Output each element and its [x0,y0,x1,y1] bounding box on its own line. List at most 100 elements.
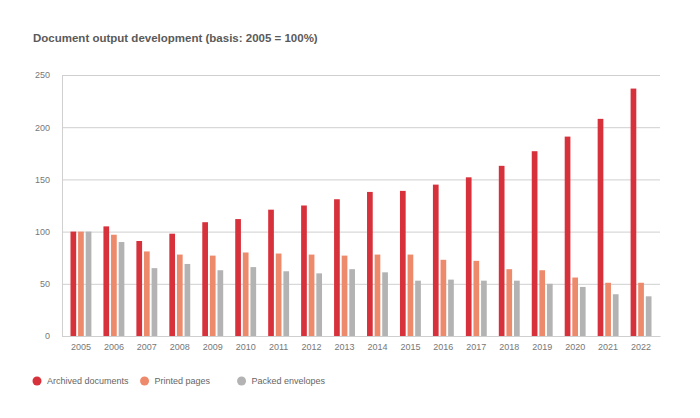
plot: 0501001502002502005200620072008200920102… [35,70,661,352]
x-tick: 2019 [532,342,552,352]
bar [86,232,92,336]
x-tick: 2017 [466,342,486,352]
bar [605,283,611,336]
x-tick-label: 2019 [532,342,552,352]
grid-line [62,336,660,337]
x-tick: 2021 [598,342,618,352]
bar [136,241,142,336]
x-tick-label: 2017 [466,342,486,352]
x-tick-label: 2022 [631,342,651,352]
x-tick: 2009 [203,342,223,352]
bar [382,272,388,336]
y-tick-label: 0 [45,331,50,341]
bar [532,151,538,336]
x-axis: 2005200620072008200920102011201220132014… [63,337,661,353]
legend-swatch [33,377,42,386]
x-tick-label: 2009 [203,342,223,352]
bar [613,294,619,336]
bar [177,255,183,336]
x-tick-label: 2015 [400,342,420,352]
bar [334,199,340,336]
bar [342,256,348,336]
bar [433,185,439,336]
legend-swatch [237,377,246,386]
x-tick-label: 2006 [104,342,124,352]
bar [367,192,373,336]
bar [473,261,479,336]
x-tick: 2014 [367,342,387,352]
y-tick-label: 150 [35,175,50,185]
legend-item: Archived documents [33,376,130,386]
x-tick: 2007 [137,342,157,352]
x-tick-label: 2013 [335,342,355,352]
bar [572,278,578,336]
bar [309,255,315,336]
x-tick-label: 2021 [598,342,618,352]
bar [441,260,447,336]
x-tick: 2010 [236,342,256,352]
x-tick: 2008 [170,342,190,352]
y-axis-line [62,76,63,337]
bar [547,284,553,336]
bar [415,281,421,336]
bar [169,234,175,336]
bar [111,235,117,336]
legend-swatch [140,377,149,386]
y-tick-label: 200 [35,123,50,133]
x-tick: 2020 [565,342,585,352]
bar [408,255,414,336]
bar [276,254,282,336]
grid-line [62,75,660,76]
chart: Document output development (basis: 2005… [0,0,700,418]
x-tick-label: 2005 [71,342,91,352]
y-tick-label: 250 [35,70,50,80]
bar [646,296,652,336]
bar [301,206,307,337]
legend-label: Printed pages [155,376,211,386]
series [86,232,652,336]
bar [598,119,604,336]
bar [268,210,274,336]
title: Document output development (basis: 2005… [33,32,318,44]
legend-label: Packed envelopes [252,376,326,386]
bar [243,252,249,336]
bar [103,226,109,336]
series [78,232,644,336]
bar [565,137,571,336]
bar [349,269,355,336]
x-tick: 2015 [400,342,420,352]
bar [631,89,637,336]
x-tick: 2012 [302,342,322,352]
y-tick: 200 [35,123,660,133]
bar [514,281,520,336]
x-tick-label: 2010 [236,342,256,352]
bar [400,191,406,336]
bar [78,232,84,336]
bar [316,273,322,336]
legend-item: Packed envelopes [237,376,326,386]
bar [119,242,125,336]
legend: Archived documents Printed pages Packed en… [33,376,326,386]
bar [448,280,454,336]
legend-label: Archived documents [47,376,129,386]
bar [217,270,223,336]
bar [580,287,586,336]
bar [375,255,381,336]
x-axis-line [63,336,661,337]
bar [499,166,505,336]
x-tick: 2005 [71,342,91,352]
bar [144,251,150,336]
bar [250,267,256,336]
x-tick: 2006 [104,342,124,352]
x-tick-label: 2018 [499,342,519,352]
bar [506,269,512,336]
bar [283,271,289,336]
legend-item: Printed pages [140,376,211,386]
x-tick: 2018 [499,342,519,352]
series [70,89,636,336]
x-tick-label: 2014 [367,342,387,352]
y-tick-label: 100 [35,227,50,237]
grid-line [62,127,660,128]
bar [235,219,241,336]
bar [539,270,545,336]
